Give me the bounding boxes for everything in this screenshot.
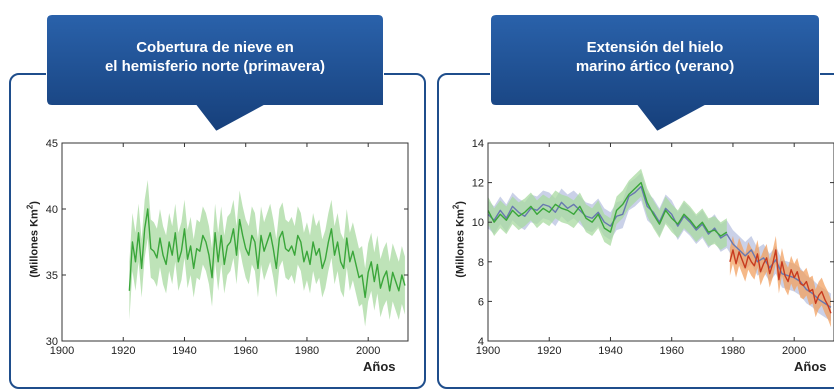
callout-sea-ice: Extensión del hielo marino ártico (veran… (490, 14, 820, 134)
y-tick-label: 10 (472, 217, 484, 229)
ylabel-snow: (Millones Km2) (25, 201, 41, 278)
x-tick-label: 1980 (721, 345, 745, 357)
series-band (129, 179, 405, 327)
y-tick-label: 45 (46, 138, 58, 150)
x-tick-label: 1960 (233, 345, 257, 357)
x-tick-label: 1920 (111, 345, 135, 357)
y-tick-label: 6 (478, 296, 484, 308)
callout-line-2: el hemisferio norte (primavera) (104, 58, 326, 75)
y-tick-label: 35 (46, 270, 58, 282)
callout-line-1: Extensión del hielo (586, 39, 724, 56)
x-tick-label: 1900 (50, 345, 74, 357)
series-line (488, 185, 832, 308)
y-tick-label: 8 (478, 257, 484, 269)
y-tick-label: 30 (46, 336, 58, 348)
callout-line-1: Cobertura de nieve en (136, 39, 294, 56)
plot-area (488, 168, 832, 328)
plot-frame (61, 142, 409, 342)
callout-snow-cover: Cobertura de nieve en el hemisferio nort… (46, 14, 384, 134)
xlabel-ice: Años (794, 359, 827, 374)
series-line (488, 181, 728, 237)
plot-area (128, 179, 406, 327)
series-band (488, 172, 831, 322)
plot-frame (487, 142, 834, 342)
y-tick-label: 12 (472, 178, 484, 190)
x-tick-label: 1940 (598, 345, 622, 357)
x-tick-label: 2000 (356, 345, 380, 357)
series-line (729, 249, 832, 314)
x-tick-label: 1980 (295, 345, 319, 357)
y-tick-label: 14 (472, 138, 484, 150)
series-line (128, 208, 406, 299)
x-tick-label: 1900 (476, 345, 500, 357)
x-tick-label: 2000 (782, 345, 806, 357)
series-band (488, 168, 727, 250)
xlabel-snow: Años (363, 359, 396, 374)
x-tick-label: 1920 (537, 345, 561, 357)
callout-line-2: marino ártico (verano) (575, 58, 735, 75)
ylabel-ice: (Millones Km2) (451, 201, 467, 278)
x-tick-label: 1960 (659, 345, 683, 357)
y-tick-label: 40 (46, 204, 58, 216)
y-tick-label: 4 (478, 336, 484, 348)
x-tick-label: 1940 (172, 345, 196, 357)
